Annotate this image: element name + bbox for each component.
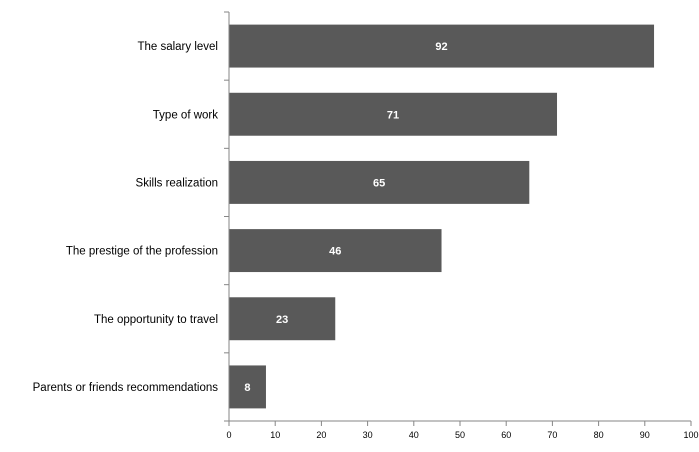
category-label: The prestige of the profession [66, 246, 218, 258]
data-label: 92 [435, 41, 447, 53]
category-label: The salary level [137, 41, 218, 53]
bar [229, 297, 336, 341]
x-tick-label: 80 [594, 430, 604, 440]
category-labels: The salary level Type of work Skills reali… [33, 41, 219, 394]
bar [229, 160, 530, 204]
x-tick-label: 70 [547, 430, 557, 440]
data-label: 8 [244, 382, 250, 394]
x-tick-label: 40 [409, 430, 419, 440]
category-label: The opportunity to travel [94, 314, 218, 326]
category-label: Type of work [153, 109, 218, 121]
bar [229, 24, 655, 68]
x-tick-label: 60 [501, 430, 511, 440]
data-label: 23 [276, 314, 288, 326]
data-label: 46 [329, 246, 341, 258]
bar [229, 92, 558, 136]
x-tick-label: 90 [640, 430, 650, 440]
x-tick-label: 20 [316, 430, 326, 440]
category-label: Parents or friends recommendations [33, 382, 219, 394]
data-label: 65 [373, 177, 385, 189]
x-tick-label: 0 [226, 430, 231, 440]
x-tick-label: 10 [270, 430, 280, 440]
data-label: 71 [387, 109, 399, 121]
bars-layer: 92 71 65 46 23 8 [229, 24, 655, 409]
bar [229, 365, 266, 409]
x-axis-ticks: 0 10 20 30 40 50 60 70 80 90 100 [224, 11, 699, 440]
bar [229, 229, 442, 273]
axes [228, 12, 691, 422]
x-tick-label: 30 [363, 430, 373, 440]
x-tick-label: 100 [683, 430, 698, 440]
category-label: Skills realization [136, 177, 218, 189]
x-tick-label: 50 [455, 430, 465, 440]
